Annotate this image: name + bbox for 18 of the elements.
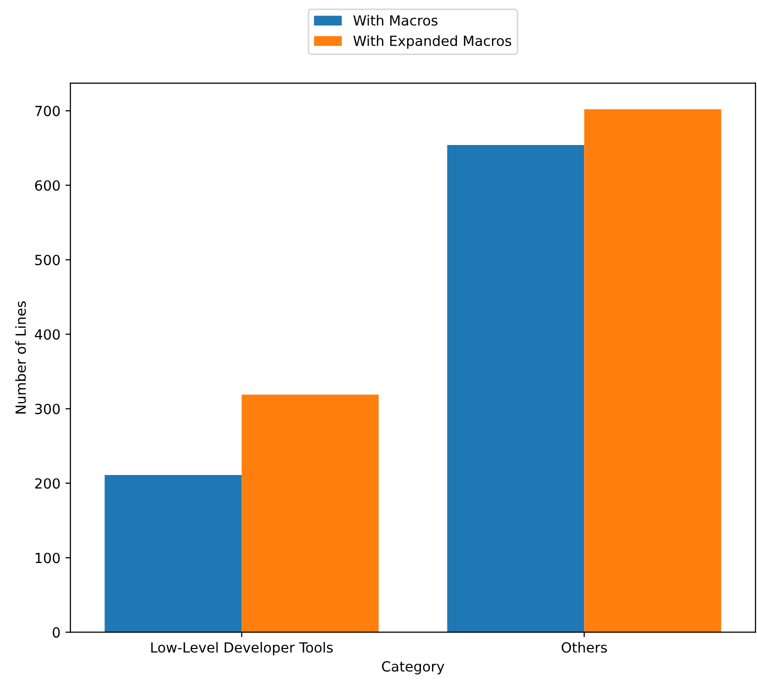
x-tick-label: Low-Level Developer Tools — [151, 642, 333, 656]
x-axis-title: Category — [382, 661, 444, 674]
y-tick-label: 500 — [35, 254, 60, 266]
bar — [242, 394, 379, 632]
y-tick-label: 600 — [35, 180, 60, 191]
y-tick-label: 200 — [35, 478, 60, 489]
y-tick-label: 400 — [34, 329, 60, 340]
bar — [584, 109, 722, 632]
y-axis-title: Number of Lines — [15, 301, 26, 414]
legend-label: With Expanded Macros — [353, 35, 512, 49]
y-tick-label: 0 — [52, 627, 60, 638]
y-tick-label: 100 — [36, 552, 60, 564]
x-tick-label: Others — [562, 642, 607, 653]
bar — [447, 145, 584, 632]
y-tick-label: 300 — [35, 404, 60, 414]
y-tick-label: 700 — [35, 106, 60, 116]
legend-label: With Macros — [353, 14, 438, 26]
bar — [104, 475, 242, 632]
